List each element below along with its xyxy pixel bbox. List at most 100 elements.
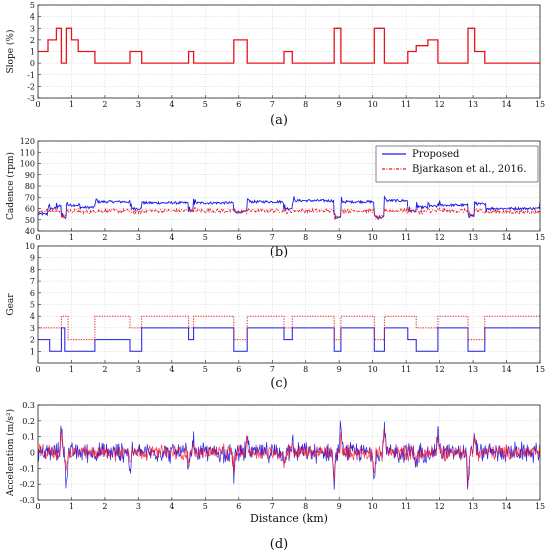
- x-tick-label: 14: [501, 100, 511, 109]
- y-tick-label: 2: [30, 336, 35, 345]
- axes-frame: [37, 404, 541, 501]
- x-tick-label: 6: [236, 365, 241, 374]
- x-tick-label: 9: [337, 100, 342, 109]
- x-tick-label: 5: [203, 502, 208, 511]
- y-tick-label: 0: [30, 59, 35, 68]
- y-tick-label: 3: [30, 24, 35, 33]
- x-tick-label: 1: [69, 502, 74, 511]
- x-tick-label: 4: [169, 502, 174, 511]
- panel-b: 0 1 2 3 4 5 6 7 8 9 10 11 12 13 14 15405060708090100110…: [5, 137, 545, 260]
- x-tick-label: 6: [236, 100, 241, 109]
- axes-frame: [37, 140, 541, 232]
- y-tick-label: -0.2: [20, 480, 35, 489]
- x-tick-label: 7: [270, 365, 275, 374]
- x-tick-label: 3: [136, 502, 141, 511]
- x-tick-label: 2: [102, 233, 107, 242]
- y-tick-label: -0.3: [20, 496, 35, 505]
- x-tick-label: 12: [435, 502, 445, 511]
- panel-d: 0 1 2 3 4 5 6 7 8 9 10 11 12 13 14 15-0.3-0.2-0.100.10.…: [5, 401, 545, 552]
- x-tick-label: 0: [35, 100, 40, 109]
- y-tick-label: 8: [30, 265, 35, 274]
- x-tick-label: 1: [69, 365, 74, 374]
- x-tick-label: 9: [337, 502, 342, 511]
- y-tick-label: 0: [30, 449, 35, 458]
- y-tick-label: 120: [20, 137, 35, 146]
- y-tick-label: 50: [25, 216, 35, 225]
- x-tick-label: 12: [435, 233, 445, 242]
- x-tick-label: 14: [501, 365, 511, 374]
- series-2-line: [38, 428, 540, 487]
- y-tick-label: 0.3: [22, 401, 35, 410]
- plot-area: [38, 315, 540, 352]
- x-tick-label: 6: [236, 233, 241, 242]
- y-tick-label: 0.1: [22, 433, 35, 442]
- series-1-line: [38, 27, 540, 64]
- y-tick-label: 70: [25, 193, 35, 202]
- x-tick-label: 4: [169, 100, 174, 109]
- axes-frame: [37, 245, 541, 364]
- x-tick-label: 5: [203, 100, 208, 109]
- x-tick-label: 1: [69, 100, 74, 109]
- plot-area: [38, 195, 540, 221]
- x-tick-label: 8: [303, 233, 308, 242]
- x-tick-label: 2: [102, 502, 107, 511]
- x-tick-label: 4: [169, 365, 174, 374]
- x-tick-label: 15: [535, 233, 545, 242]
- y-tick-label: 90: [25, 171, 35, 180]
- x-tick-label: 13: [468, 365, 478, 374]
- y-tick-label: 9: [30, 254, 35, 263]
- panel-caption: (b): [270, 245, 288, 260]
- x-axis-label: Distance (km): [250, 512, 328, 525]
- y-tick-label: 0.2: [22, 417, 35, 426]
- x-tick-label: 3: [136, 365, 141, 374]
- x-tick-label: 4: [169, 233, 174, 242]
- y-tick-label: 3: [30, 324, 35, 333]
- x-tick-label: 15: [535, 100, 545, 109]
- x-tick-label: 7: [270, 502, 275, 511]
- y-tick-label: 60: [25, 205, 35, 214]
- x-tick-label: 3: [136, 100, 141, 109]
- x-tick-label: 13: [468, 502, 478, 511]
- x-tick-label: 13: [468, 233, 478, 242]
- x-tick-label: 11: [401, 100, 411, 109]
- x-tick-label: 7: [270, 100, 275, 109]
- y-tick-label: 5: [30, 301, 35, 310]
- y-axis-label: Slope (%): [5, 30, 16, 74]
- x-tick-label: 5: [203, 233, 208, 242]
- x-tick-label: 2: [102, 100, 107, 109]
- legend: Proposed Bjarkason et al., 2016.: [375, 145, 539, 183]
- y-tick-label: 1: [30, 48, 35, 57]
- y-tick-label: 1: [30, 347, 35, 356]
- panel-caption: (d): [270, 537, 288, 552]
- x-tick-label: 10: [368, 233, 378, 242]
- x-tick-label: 11: [401, 233, 411, 242]
- legend-label-2: Bjarkason et al., 2016.: [412, 164, 526, 175]
- x-tick-label: 9: [337, 365, 342, 374]
- panel-a: 0 1 2 3 4 5 6 7 8 9 10 11 12 13 14 15-3-2-1012345Slope …: [5, 1, 545, 128]
- x-tick-label: 5: [203, 365, 208, 374]
- x-tick-label: 14: [501, 502, 511, 511]
- y-tick-label: -3: [27, 94, 35, 103]
- panel-caption: (c): [270, 376, 287, 391]
- y-tick-label: 2: [30, 36, 35, 45]
- series-1-line: [38, 327, 540, 352]
- x-tick-label: 11: [401, 365, 411, 374]
- x-tick-label: 13: [468, 100, 478, 109]
- y-tick-label: -2: [27, 82, 35, 91]
- x-tick-label: 8: [303, 100, 308, 109]
- x-tick-label: 14: [501, 233, 511, 242]
- x-tick-label: 7: [270, 233, 275, 242]
- y-tick-label: 110: [20, 148, 35, 157]
- x-tick-label: 11: [401, 502, 411, 511]
- series-2-line: [38, 206, 540, 221]
- x-tick-label: 10: [368, 502, 378, 511]
- y-tick-label: 7: [30, 277, 35, 286]
- x-tick-label: 9: [337, 233, 342, 242]
- y-axis-label: Cadence (rpm): [5, 152, 16, 220]
- series-2-line: [38, 315, 540, 341]
- y-axis-label: Acceleration (m/s²): [5, 409, 16, 497]
- x-tick-label: 12: [435, 365, 445, 374]
- x-tick-label: 2: [102, 365, 107, 374]
